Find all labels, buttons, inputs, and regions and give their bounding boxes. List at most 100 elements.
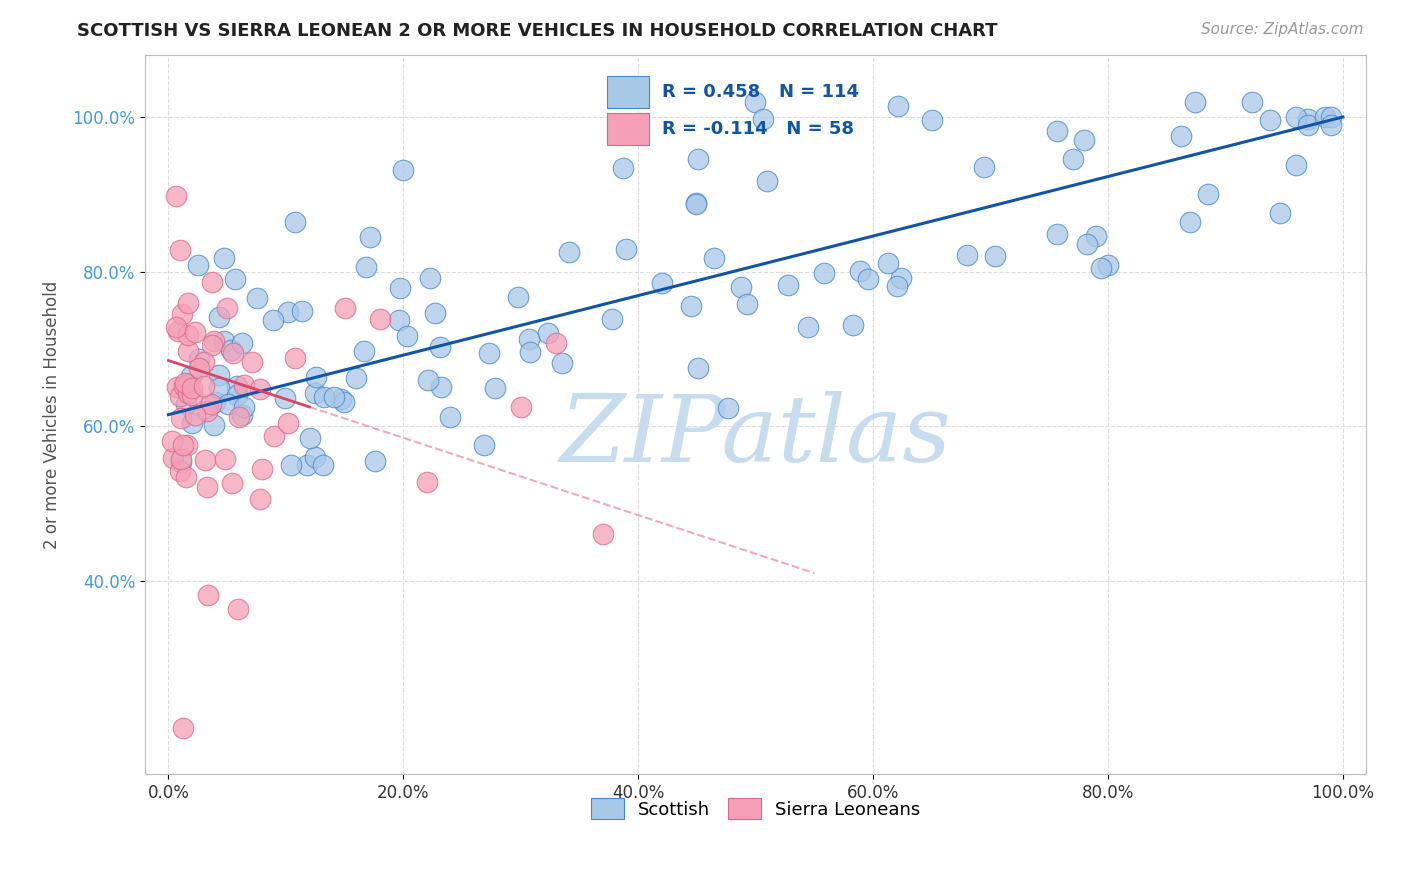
Point bbox=[1062, 152, 1084, 166]
Point bbox=[180, 368, 202, 383]
Point bbox=[1090, 261, 1112, 276]
Point bbox=[201, 275, 224, 289]
Point bbox=[225, 388, 247, 402]
Point bbox=[305, 369, 328, 384]
Point bbox=[1258, 112, 1281, 127]
Point bbox=[277, 416, 299, 430]
Point bbox=[284, 351, 307, 365]
Point bbox=[1268, 206, 1291, 220]
Point bbox=[194, 452, 217, 467]
Point bbox=[1170, 128, 1192, 143]
Point bbox=[311, 458, 333, 472]
Point bbox=[973, 160, 995, 174]
Point bbox=[519, 345, 541, 359]
Point bbox=[1073, 133, 1095, 147]
Point bbox=[1184, 95, 1206, 109]
Point bbox=[177, 328, 200, 343]
Point bbox=[686, 361, 709, 376]
Point bbox=[387, 313, 409, 327]
Point bbox=[842, 318, 865, 333]
Point bbox=[1315, 110, 1337, 124]
Point bbox=[353, 343, 375, 358]
Point bbox=[249, 491, 271, 506]
Point bbox=[187, 360, 209, 375]
Point bbox=[537, 326, 560, 341]
Point bbox=[685, 196, 707, 211]
Point bbox=[262, 313, 284, 327]
Point bbox=[304, 450, 326, 465]
Point bbox=[177, 344, 200, 359]
Point bbox=[1285, 110, 1308, 124]
Point bbox=[162, 434, 184, 449]
Point bbox=[395, 329, 418, 343]
Point bbox=[477, 345, 499, 359]
Point bbox=[246, 291, 269, 305]
Point bbox=[329, 392, 352, 407]
Point bbox=[174, 376, 197, 390]
Point bbox=[173, 379, 195, 393]
Point bbox=[249, 382, 271, 396]
Point bbox=[169, 464, 191, 478]
Point bbox=[181, 416, 204, 430]
Point bbox=[429, 380, 451, 394]
Point bbox=[1180, 214, 1202, 228]
Point bbox=[165, 189, 187, 203]
Point bbox=[187, 259, 209, 273]
Point bbox=[176, 397, 198, 411]
Point bbox=[170, 307, 193, 321]
Point bbox=[181, 388, 204, 402]
Point bbox=[187, 351, 209, 366]
Point bbox=[299, 431, 322, 445]
Point bbox=[354, 260, 377, 274]
Point bbox=[506, 290, 529, 304]
Point bbox=[295, 458, 318, 472]
Point bbox=[685, 197, 707, 211]
Point bbox=[183, 408, 205, 422]
Point bbox=[176, 437, 198, 451]
Point bbox=[201, 337, 224, 351]
Point bbox=[614, 242, 637, 256]
Point bbox=[180, 381, 202, 395]
Point bbox=[886, 279, 908, 293]
Point bbox=[717, 401, 740, 416]
Point bbox=[169, 452, 191, 467]
Point bbox=[166, 380, 188, 394]
Point bbox=[277, 305, 299, 319]
Point bbox=[202, 418, 225, 433]
Point bbox=[1046, 123, 1069, 137]
Point bbox=[195, 480, 218, 494]
Point bbox=[172, 437, 194, 451]
Point bbox=[177, 377, 200, 392]
Point bbox=[172, 721, 194, 735]
Point bbox=[170, 455, 193, 469]
Point bbox=[921, 112, 943, 127]
Point bbox=[304, 385, 326, 400]
Point bbox=[226, 602, 249, 616]
Point bbox=[392, 163, 415, 178]
Point bbox=[221, 343, 243, 358]
Point bbox=[212, 334, 235, 349]
Point bbox=[323, 390, 346, 404]
Point bbox=[612, 161, 634, 176]
Point bbox=[1320, 118, 1343, 132]
Point bbox=[1085, 229, 1108, 244]
Point bbox=[170, 411, 193, 425]
Point bbox=[509, 400, 531, 414]
Point bbox=[544, 336, 567, 351]
Point bbox=[423, 306, 446, 320]
Point bbox=[197, 588, 219, 602]
Point bbox=[207, 381, 229, 395]
Point bbox=[703, 252, 725, 266]
Point bbox=[204, 395, 226, 409]
Point bbox=[1285, 158, 1308, 172]
Point bbox=[1097, 258, 1119, 272]
Point bbox=[252, 462, 274, 476]
Point bbox=[169, 389, 191, 403]
Point bbox=[333, 301, 356, 315]
Point bbox=[756, 173, 779, 187]
Point bbox=[1046, 227, 1069, 242]
Point bbox=[344, 371, 367, 385]
Point bbox=[283, 215, 305, 229]
Point bbox=[890, 271, 912, 285]
Point bbox=[416, 475, 439, 490]
